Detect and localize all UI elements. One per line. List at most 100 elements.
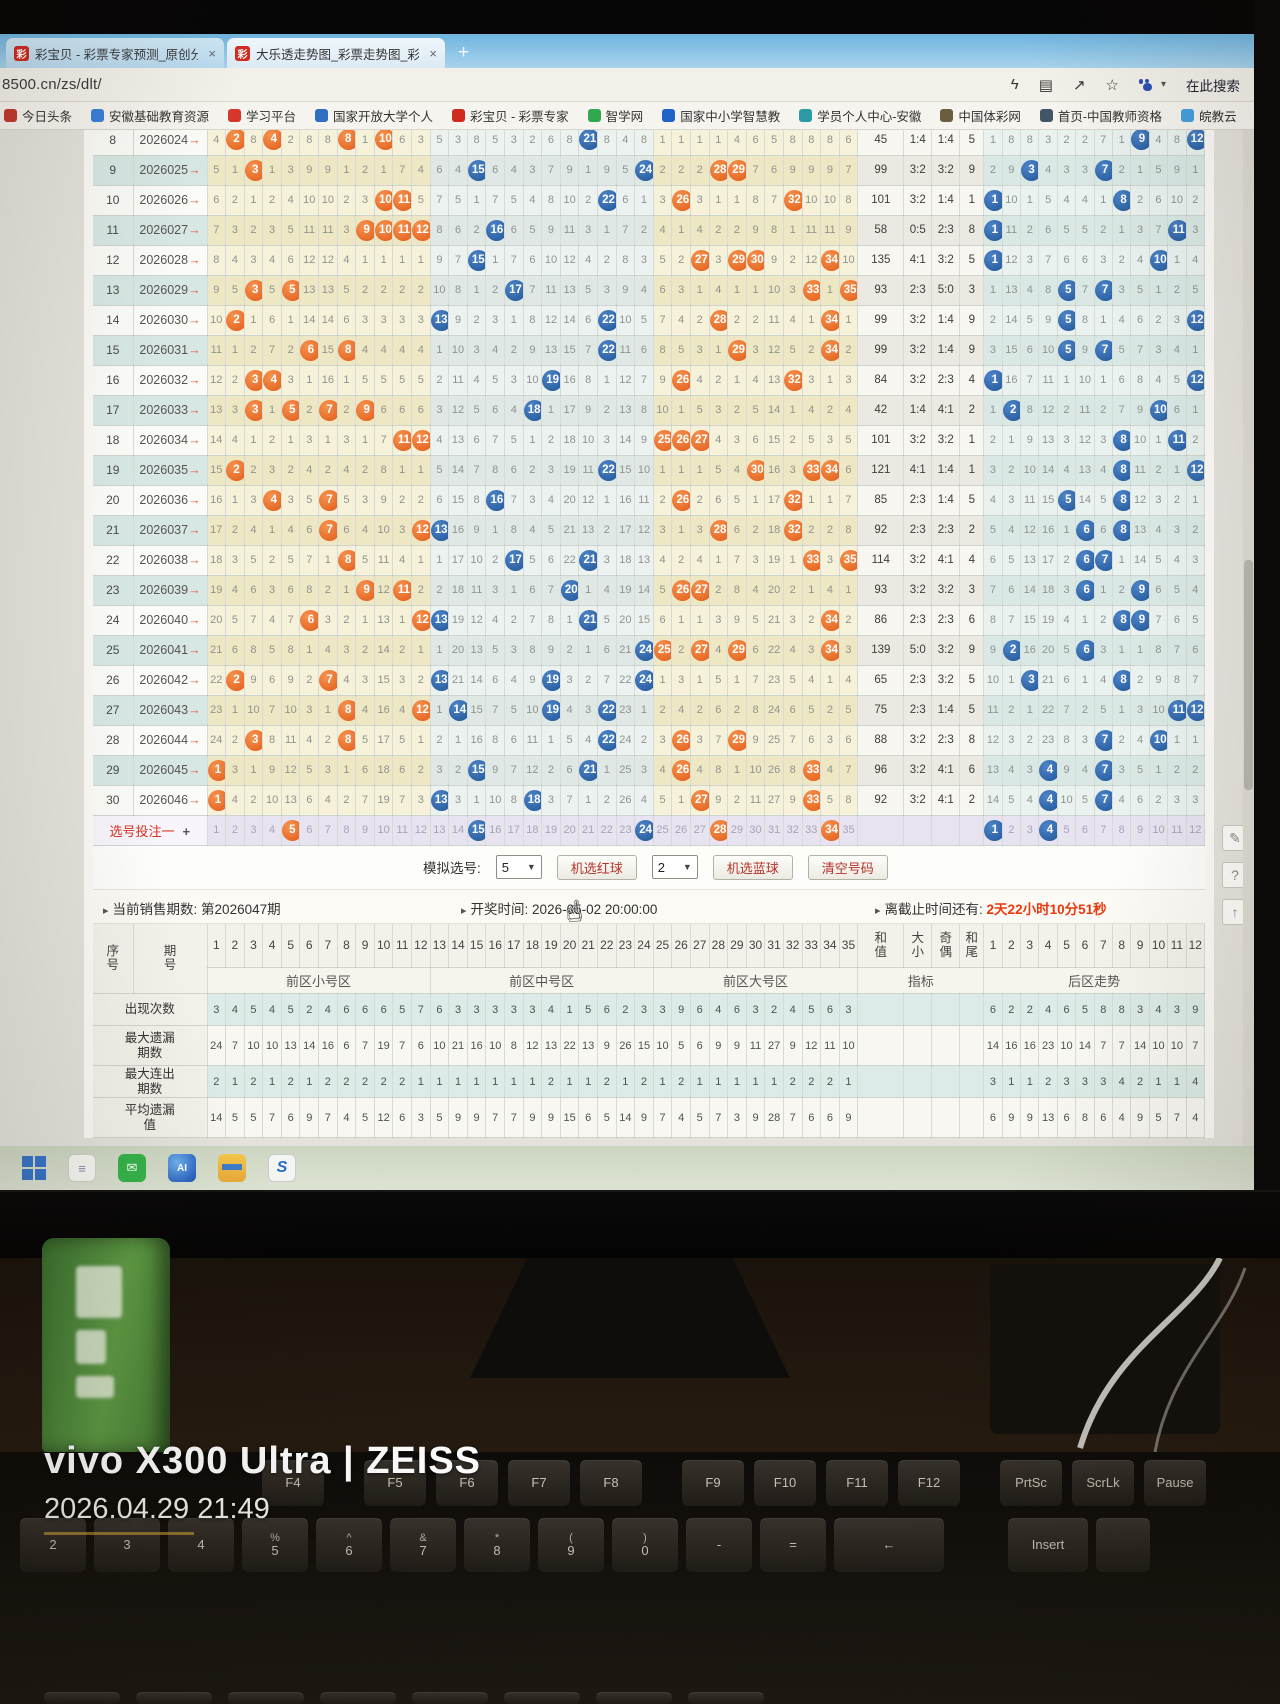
selectable-back-number[interactable]: 9 xyxy=(1130,815,1150,846)
selectable-back-number[interactable]: 5 xyxy=(1057,815,1077,846)
taskbar-wechat-icon[interactable]: ✉ xyxy=(118,1154,146,1182)
selectable-number[interactable]: 16 xyxy=(485,815,505,846)
taskbar-document-icon[interactable]: ≡ xyxy=(68,1154,96,1182)
back-number-cell: 9 xyxy=(1038,305,1058,336)
selectable-number[interactable]: 9 xyxy=(355,815,375,846)
selectable-back-number[interactable]: 12 xyxy=(1186,815,1206,846)
reader-icon[interactable]: ▤ xyxy=(1038,76,1053,94)
selectable-number[interactable]: 4 xyxy=(262,815,282,846)
selection-label[interactable]: 选号投注一 + xyxy=(93,815,208,846)
selectable-number[interactable]: 20 xyxy=(560,815,580,846)
selectable-number[interactable]: 24 xyxy=(634,815,654,846)
selectable-number[interactable]: 23 xyxy=(616,815,636,846)
selectable-number[interactable]: 26 xyxy=(671,815,691,846)
selectable-number[interactable]: 25 xyxy=(653,815,673,846)
tab-close-icon[interactable]: × xyxy=(429,45,437,61)
lottery-ball[interactable]: 24 xyxy=(635,819,653,841)
search-label[interactable]: 在此搜索 xyxy=(1186,78,1240,94)
bookmark-item[interactable]: 智学网 xyxy=(587,106,643,125)
selectable-number[interactable]: 14 xyxy=(448,815,468,846)
bookmark-item[interactable]: 学习平台 xyxy=(228,106,296,125)
selectable-number[interactable]: 1 xyxy=(207,815,227,846)
browser-tab[interactable]: 彩彩宝贝 - 彩票专家预测_原创分 × xyxy=(6,38,224,68)
stats-metric-blank xyxy=(931,1097,961,1138)
selectable-number[interactable]: 8 xyxy=(337,815,357,846)
selectable-number[interactable]: 35 xyxy=(839,815,859,846)
lottery-ball[interactable]: 15 xyxy=(467,819,485,841)
selectable-number[interactable]: 2 xyxy=(225,815,245,846)
taskbar-folder-icon[interactable] xyxy=(218,1154,246,1182)
tab-close-icon[interactable]: × xyxy=(208,45,216,61)
selectable-number[interactable]: 11 xyxy=(392,815,413,846)
selectable-number[interactable]: 13 xyxy=(430,815,450,846)
favorite-icon[interactable]: ☆ xyxy=(1105,76,1119,94)
bookmark-item[interactable]: 首页-中国教师资格 xyxy=(1039,106,1162,125)
selectable-number[interactable]: 15 xyxy=(467,815,487,846)
lottery-ball[interactable]: 4 xyxy=(1039,819,1057,841)
bookmark-item[interactable]: 中国体彩网 xyxy=(940,106,1021,125)
lottery-ball[interactable]: 1 xyxy=(984,819,1002,841)
selectable-number[interactable]: 22 xyxy=(597,815,617,846)
lottery-ball[interactable]: 5 xyxy=(281,819,299,841)
number-cell: 7 xyxy=(560,785,580,816)
blue-count-select[interactable]: 2 ▼ xyxy=(651,855,698,879)
selectable-back-number[interactable]: 6 xyxy=(1075,815,1095,846)
selectable-number[interactable]: 18 xyxy=(523,815,543,846)
selectable-number[interactable]: 21 xyxy=(578,815,598,846)
clear-numbers-button[interactable]: 清空号码 xyxy=(807,854,888,880)
number-cell: 2 xyxy=(709,365,729,396)
bookmark-item[interactable]: 国家开放大学个人 xyxy=(315,106,433,125)
selectable-back-number[interactable]: 8 xyxy=(1112,815,1132,846)
selectable-back-number[interactable]: 4 xyxy=(1038,815,1058,846)
selectable-back-number[interactable]: 11 xyxy=(1167,815,1187,846)
lottery-ball[interactable]: 28 xyxy=(709,819,727,841)
taskbar-ai-icon[interactable]: AI xyxy=(168,1154,196,1182)
red-count-select[interactable]: 5 ▼ xyxy=(495,855,542,879)
selectable-number[interactable]: 7 xyxy=(318,815,338,846)
lottery-ball[interactable]: 34 xyxy=(821,819,839,841)
bookmark-item[interactable]: 国家中小学智慧教 xyxy=(662,106,780,125)
selectable-number[interactable]: 31 xyxy=(764,815,784,846)
number-cell: 10 xyxy=(653,395,673,426)
chevron-down-icon[interactable]: ▾ xyxy=(1160,79,1166,90)
selectable-number[interactable]: 32 xyxy=(783,815,803,846)
bookmark-item[interactable]: 彩宝贝 - 彩票专家 xyxy=(452,106,569,125)
selectable-number[interactable]: 6 xyxy=(299,815,320,846)
selectable-number[interactable]: 17 xyxy=(504,815,524,846)
bookmark-item[interactable]: 今日头条 xyxy=(4,106,72,125)
url-text[interactable]: 8500.cn/zs/dlt/ xyxy=(2,76,102,93)
selectable-back-number[interactable]: 3 xyxy=(1020,815,1040,846)
random-blue-button[interactable]: 机选蓝球 xyxy=(712,854,793,880)
random-red-button[interactable]: 机选红球 xyxy=(556,854,637,880)
bookmark-item[interactable]: 皖教云 xyxy=(1181,106,1237,125)
bookmark-item[interactable]: 安徽基础教育资源 xyxy=(91,106,209,125)
selectable-back-number[interactable]: 1 xyxy=(983,815,1003,846)
selectable-number[interactable]: 29 xyxy=(727,815,747,846)
new-tab-button[interactable]: + xyxy=(458,42,470,63)
selectable-number[interactable]: 28 xyxy=(709,815,729,846)
scrollbar-thumb[interactable] xyxy=(1244,560,1253,790)
stats-value-cell: 4 xyxy=(225,993,245,1026)
browser-tab[interactable]: 彩大乐透走势图_彩票走势图_彩 × xyxy=(227,38,445,68)
back-number-cell: 11 xyxy=(1167,215,1187,246)
selectable-number[interactable]: 10 xyxy=(374,815,394,846)
baidu-paw-icon[interactable] xyxy=(1138,78,1155,91)
lightning-icon[interactable]: ϟ xyxy=(1010,76,1019,93)
selectable-number[interactable]: 12 xyxy=(411,815,431,846)
selectable-back-number[interactable]: 7 xyxy=(1094,815,1114,846)
selectable-number[interactable]: 3 xyxy=(244,815,264,846)
start-button[interactable] xyxy=(22,1156,46,1180)
bookmark-item[interactable]: 学员个人中心-安徽 xyxy=(799,106,921,125)
selectable-number[interactable]: 34 xyxy=(820,815,840,846)
selectable-number[interactable]: 5 xyxy=(281,815,301,846)
back-number-cell: 12 xyxy=(1130,485,1150,516)
selectable-number[interactable]: 19 xyxy=(541,815,561,846)
selectable-number[interactable]: 33 xyxy=(802,815,822,846)
scrollbar[interactable] xyxy=(1243,130,1254,1146)
taskbar-compass-icon[interactable]: S xyxy=(268,1154,296,1182)
selectable-number[interactable]: 30 xyxy=(746,815,766,846)
share-icon[interactable]: ↗ xyxy=(1072,76,1086,94)
selectable-number[interactable]: 27 xyxy=(690,815,710,846)
selectable-back-number[interactable]: 2 xyxy=(1002,815,1022,846)
selectable-back-number[interactable]: 10 xyxy=(1149,815,1169,846)
